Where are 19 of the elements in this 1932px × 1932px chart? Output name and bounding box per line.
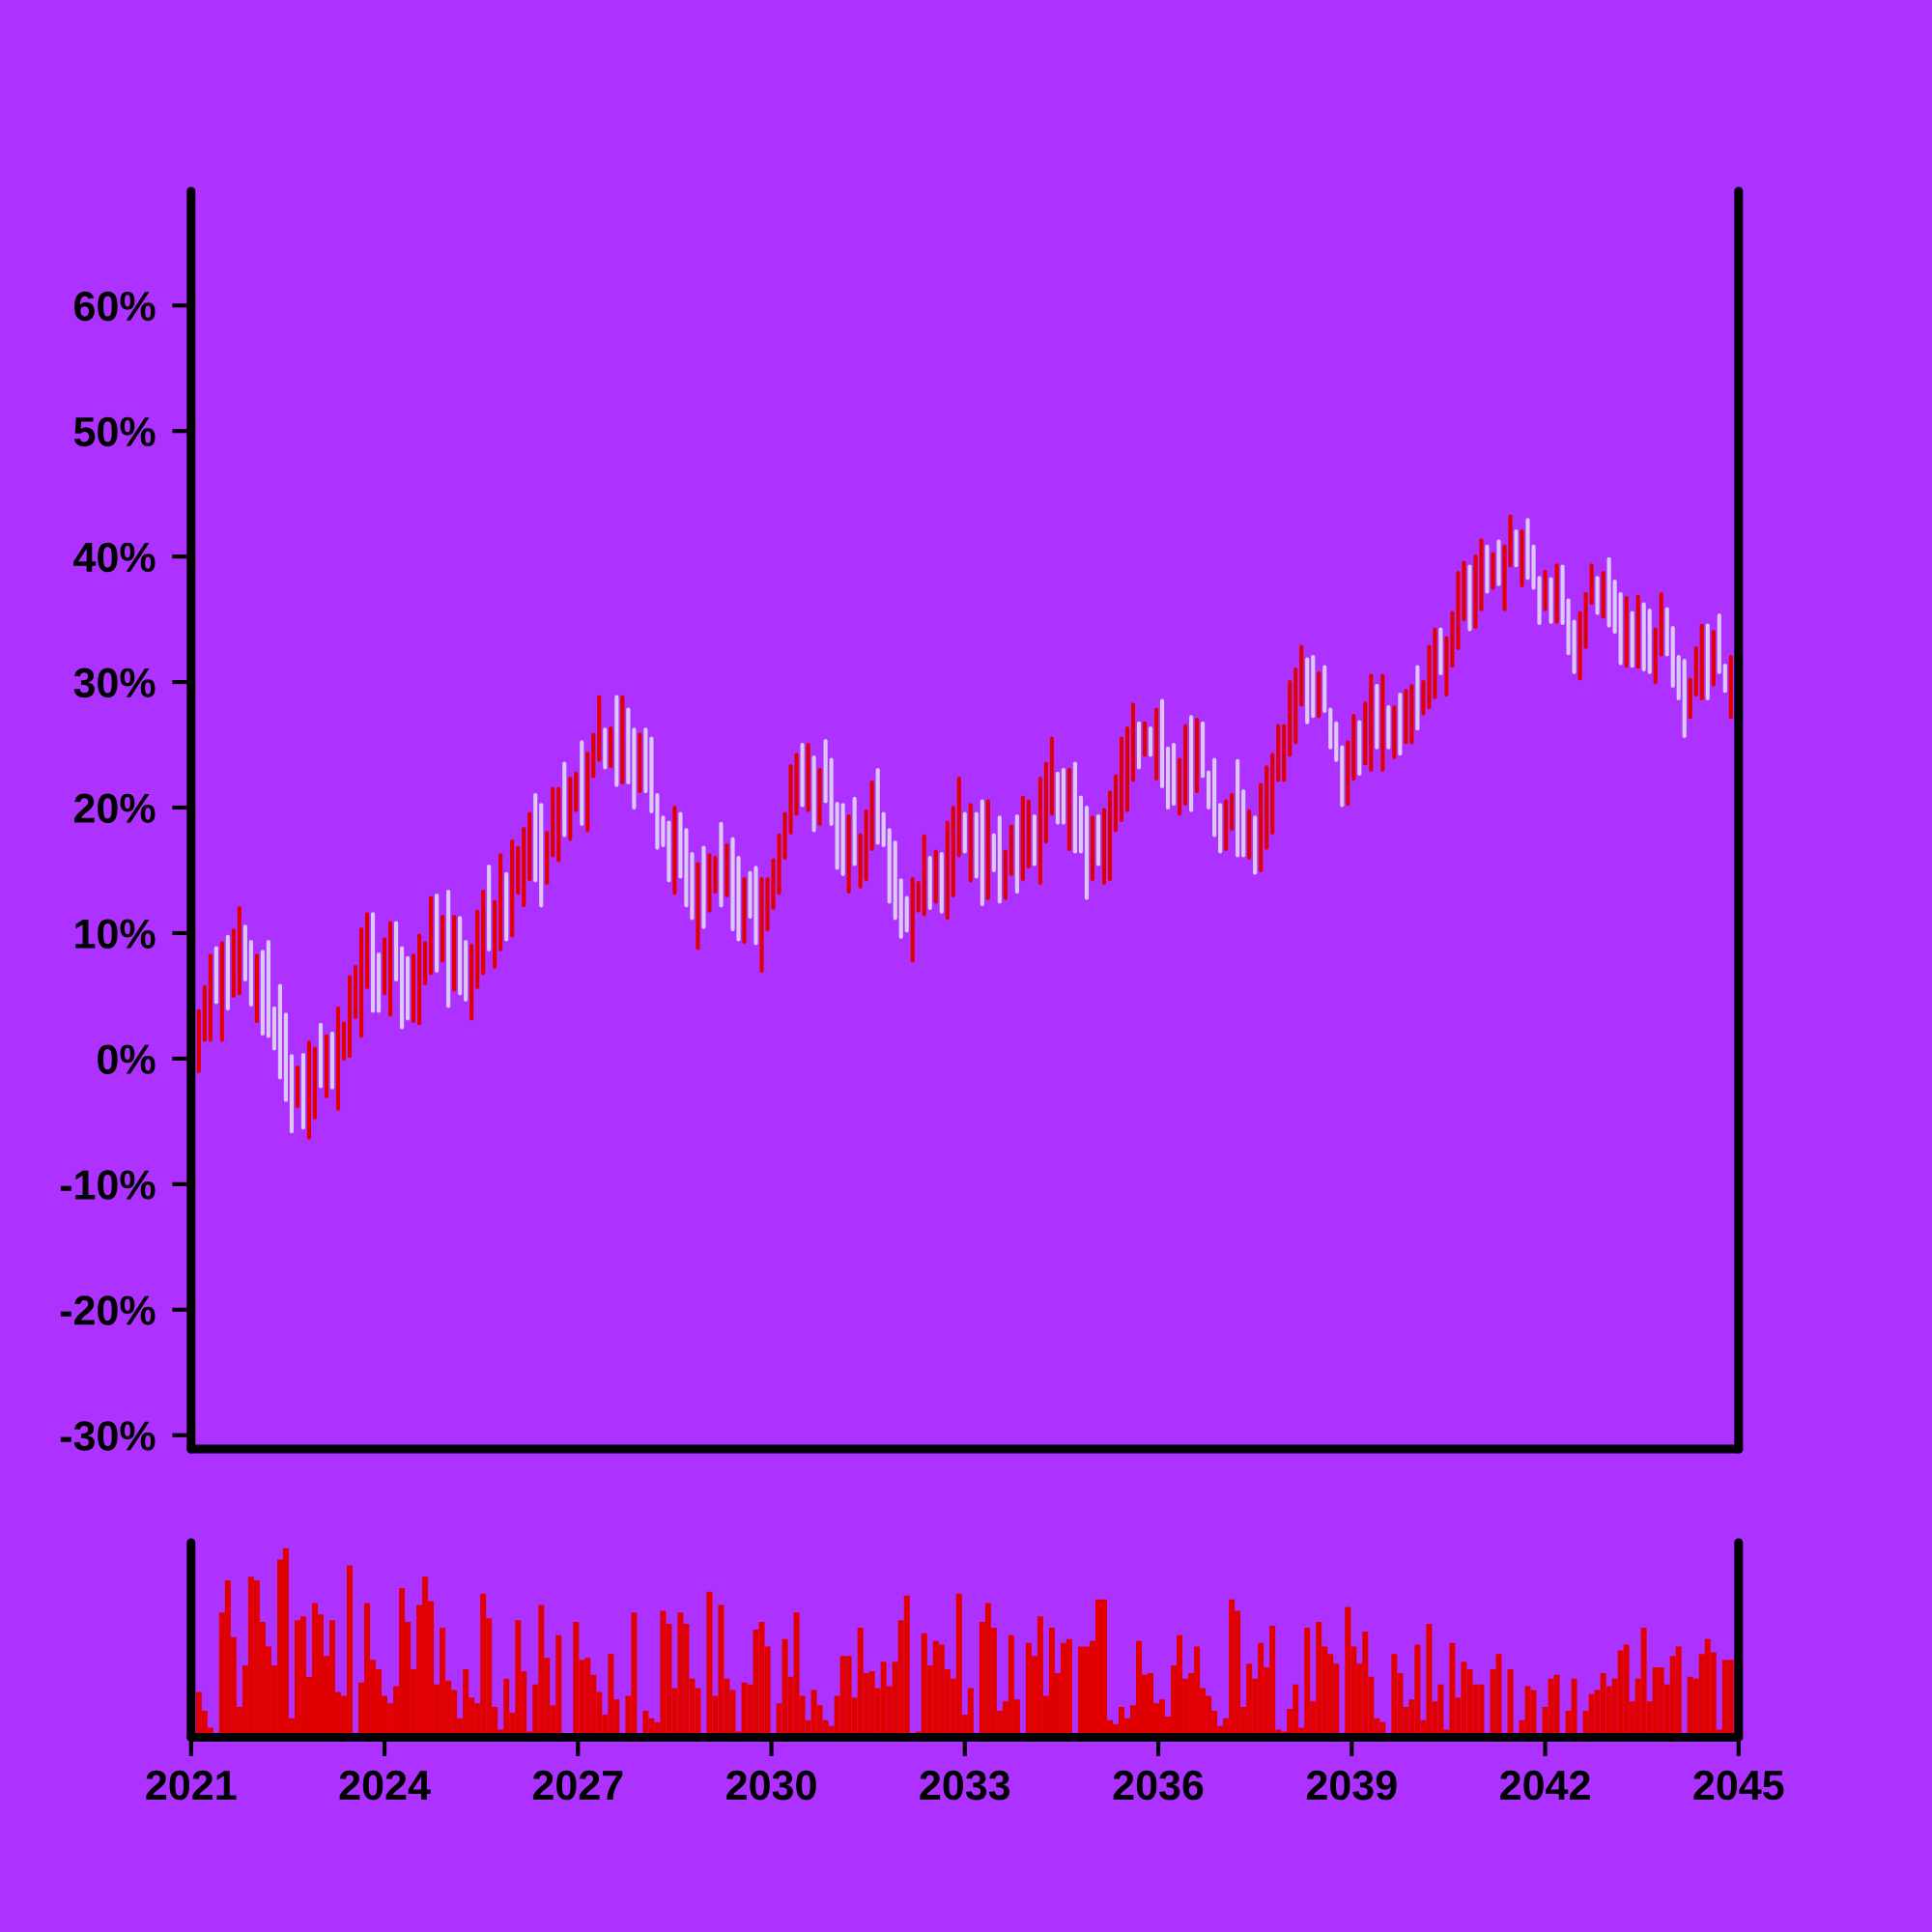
y-tick-label: 40%: [73, 542, 156, 573]
x-tick-label: 2027: [532, 1770, 623, 1801]
x-tick-label: 2042: [1500, 1770, 1590, 1801]
y-tick-label: 50%: [73, 416, 156, 447]
y-tick-label: 60%: [74, 291, 156, 322]
x-tick-label: 2033: [920, 1770, 1010, 1801]
y-tick-label: 10%: [75, 919, 156, 949]
x-tick-label: 2045: [1693, 1770, 1784, 1801]
x-tick-label: 2030: [726, 1770, 816, 1801]
y-tick-label: 0%: [98, 1044, 156, 1074]
y-tick-label: 20%: [74, 793, 156, 824]
x-tick-label: 2036: [1113, 1770, 1204, 1801]
x-tick-label: 2021: [146, 1770, 237, 1801]
y-tick-label: -30%: [60, 1421, 156, 1451]
y-tick-label: -20%: [60, 1295, 156, 1325]
y-tick-label: 30%: [73, 668, 156, 698]
y-tick-label: -10%: [60, 1170, 156, 1200]
x-tick-label: 2039: [1306, 1770, 1397, 1801]
x-tick-label: 2024: [339, 1770, 431, 1801]
